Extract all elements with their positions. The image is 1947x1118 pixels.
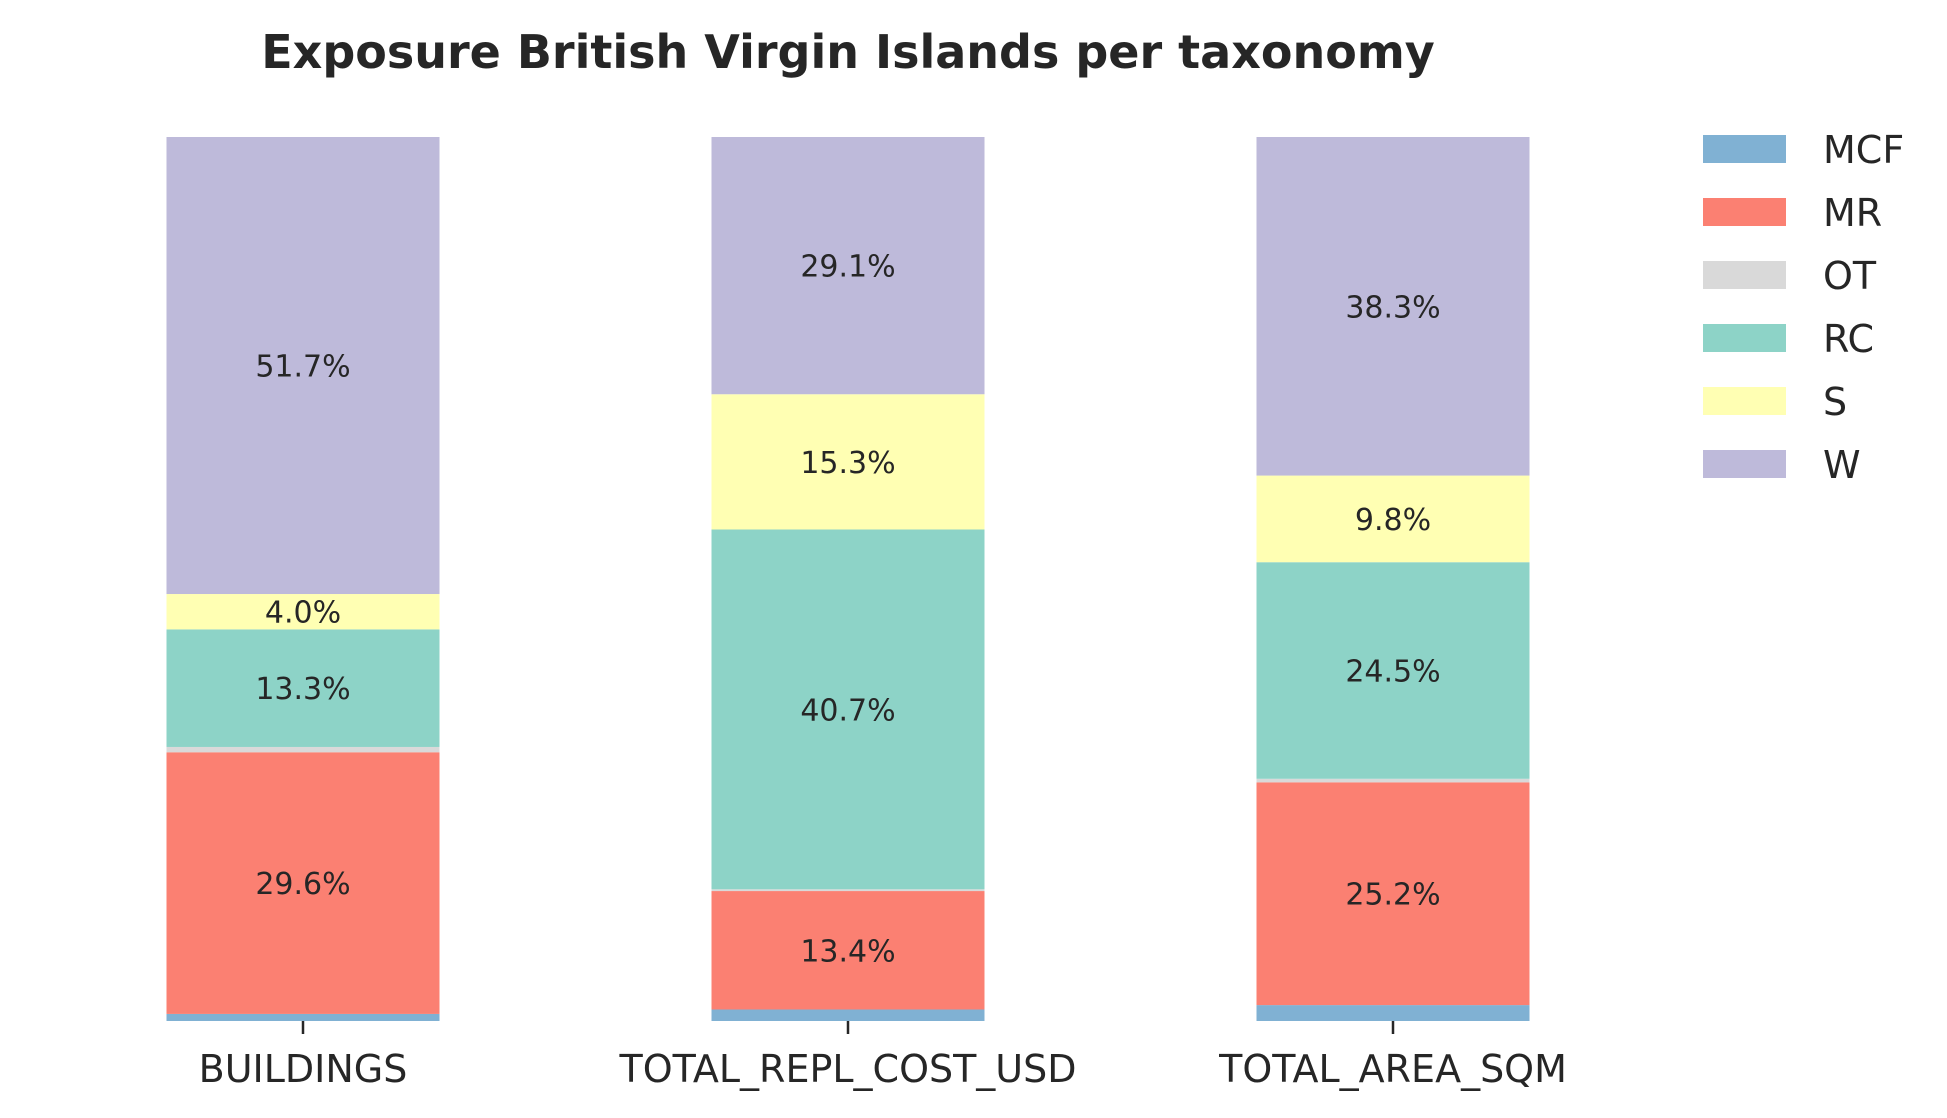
data-label: 29.1% <box>800 250 895 285</box>
legend-swatch-rc <box>1703 324 1786 352</box>
bar-s-total_area_sqm <box>1256 475 1530 563</box>
data-label: 13.3% <box>255 672 350 707</box>
bar-w-total_area_sqm <box>1256 137 1530 476</box>
bar-mr-total_repl_cost_usd <box>711 891 985 1010</box>
legend: MCF MR OT RC SW <box>1703 128 1904 487</box>
legend-swatch-ot <box>1703 261 1786 289</box>
bar-w-total_repl_cost_usd <box>711 137 985 395</box>
bar-ot-total_repl_cost_usd <box>711 889 985 892</box>
bar-s-buildings <box>166 594 440 630</box>
legend-label-ot: OT <box>1823 254 1877 298</box>
x-tick-label: TOTAL_AREA_SQM <box>1218 1047 1567 1091</box>
data-label: 29.6% <box>255 867 350 902</box>
bar-mr-total_area_sqm <box>1256 782 1530 1006</box>
bar-rc-total_repl_cost_usd <box>711 529 985 890</box>
data-label: 15.3% <box>800 446 895 481</box>
legend-label-w: W <box>1823 443 1861 487</box>
x-axis: BUILDINGS TOTAL_REPL_COST_USD TOTAL_AREA_S… <box>199 1021 1567 1091</box>
bar-mcf-buildings <box>166 1013 440 1021</box>
data-label: 4.0% <box>265 596 341 631</box>
legend-swatch-mcf <box>1703 135 1786 163</box>
bar-mcf-total_repl_cost_usd <box>711 1009 985 1021</box>
bar-rc-buildings <box>166 629 440 747</box>
bar-ot-total_area_sqm <box>1256 778 1530 783</box>
bars-group: 29.6% 13.3% 4.0% 51.7% 13.4% 40.7% 15.3% 29.1% 2… <box>166 137 1530 1021</box>
chart-title: Exposure British Virgin Islands per taxo… <box>261 25 1435 79</box>
legend-swatch-s <box>1703 387 1786 415</box>
legend-swatch-w <box>1703 450 1786 478</box>
legend-label-mcf: MCF <box>1823 128 1904 172</box>
legend-label-rc: RC <box>1823 317 1874 361</box>
data-label: 40.7% <box>800 693 895 728</box>
legend-swatch-mr <box>1703 198 1786 226</box>
bar-mr-buildings <box>166 752 440 1014</box>
data-label: 24.5% <box>1345 654 1440 689</box>
data-label: 13.4% <box>800 934 895 969</box>
data-label: 9.8% <box>1355 503 1431 538</box>
x-tick-label: TOTAL_REPL_COST_USD <box>618 1047 1076 1091</box>
legend-label-s: S <box>1823 380 1847 424</box>
data-label: 38.3% <box>1345 290 1440 325</box>
bar-ot-buildings <box>166 746 440 753</box>
x-tick-label: BUILDINGS <box>199 1047 408 1091</box>
data-label: 25.2% <box>1345 878 1440 913</box>
legend-label-mr: MR <box>1823 191 1882 235</box>
bar-w-buildings <box>166 137 440 595</box>
data-label: 51.7% <box>255 350 350 385</box>
bar-rc-total_area_sqm <box>1256 562 1530 779</box>
bar-s-total_repl_cost_usd <box>711 394 985 530</box>
bar-mcf-total_area_sqm <box>1256 1005 1530 1021</box>
